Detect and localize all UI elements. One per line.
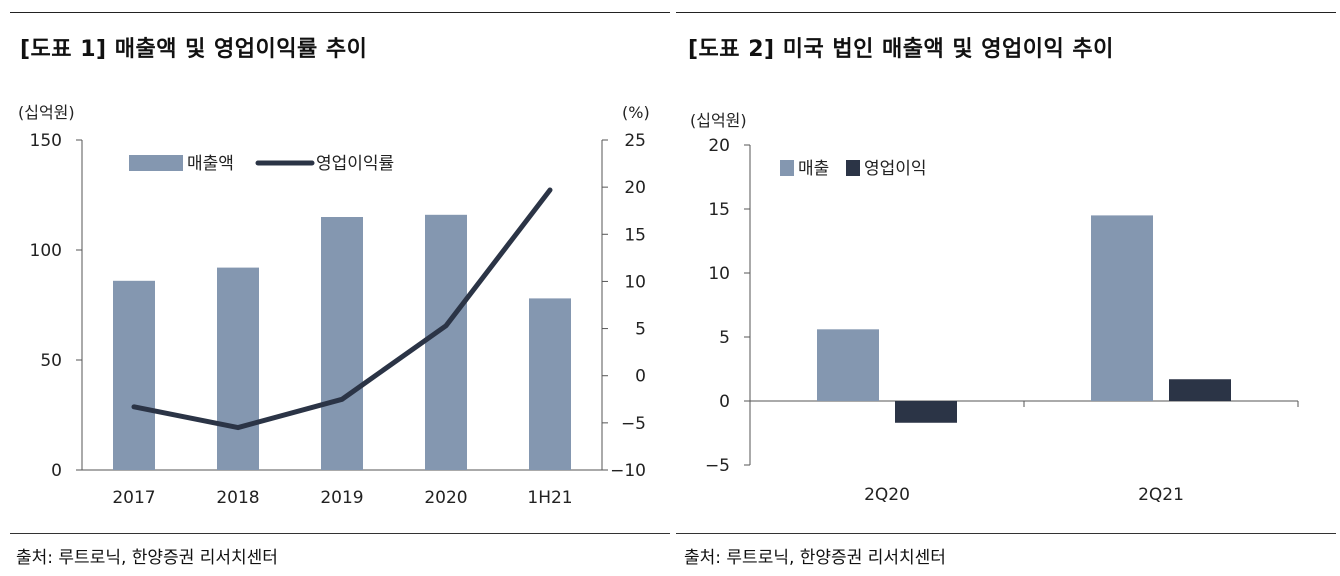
chart1-right-tick-label: 10: [624, 272, 646, 292]
chart1-right-unit: (%): [622, 103, 650, 122]
chart1-right-tick-label: 0: [635, 367, 646, 387]
chart1-right-tick-label: 5: [635, 320, 646, 340]
chart2-legend-swatch-operating-profit: [846, 160, 860, 176]
chart2-legend-label-operating-profit: 영업이익: [864, 159, 927, 179]
chart1-left-tick-label: 150: [30, 131, 62, 151]
chart1-right-tick-label: −10: [610, 461, 646, 481]
chart1-right-tick-label: −5: [621, 414, 646, 434]
chart1-right-tick-label: 15: [624, 225, 646, 245]
chart1-left-tick-label: 100: [30, 241, 62, 261]
chart2-legend-label-revenue: 매출: [798, 159, 829, 179]
chart2-bar-revenue: [1091, 215, 1153, 401]
chart2-y-tick-label: 20: [708, 136, 730, 156]
chart2-bar-operating-profit: [1169, 379, 1231, 401]
chart1-x-tick-label: 2020: [424, 488, 467, 508]
chart2-bar-operating-profit: [895, 401, 957, 423]
chart1-bar-revenue: [217, 267, 259, 470]
chart1-legend-label-margin: 영업이익률: [316, 154, 394, 174]
chart1-x-tick-label: 2019: [320, 488, 363, 508]
chart2-x-tick-label: 2Q21: [1138, 485, 1184, 505]
chart1-x-tick-label: 2018: [216, 488, 259, 508]
chart1-left-tick-label: 0: [51, 461, 62, 481]
chart1-legend-label-revenue: 매출액: [187, 154, 234, 174]
chart2-source: 출처: 루트로닉, 한양증권 리서치센터: [684, 548, 946, 568]
chart1-title: [도표 1] 매출액 및 영업이익률 추이: [20, 37, 368, 62]
chart1-bar-revenue: [321, 217, 363, 470]
chart1-x-tick-label: 2017: [112, 488, 155, 508]
chart2-x-tick-label: 2Q20: [864, 485, 910, 505]
chart1-legend-swatch-revenue: [129, 155, 183, 171]
chart1-line-margin: [131, 187, 553, 431]
bottom-rule-right: [676, 533, 1336, 534]
top-rule-right: [676, 12, 1336, 13]
bottom-rule-left: [10, 533, 670, 534]
chart1-left-tick-label: 50: [40, 351, 62, 371]
chart1-source: 출처: 루트로닉, 한양증권 리서치센터: [16, 548, 278, 568]
chart2-y-tick-label: 0: [719, 392, 730, 412]
chart2-y-unit: (십억원): [690, 111, 747, 130]
chart2-y-tick-label: −5: [705, 456, 730, 476]
chart1-right-tick-label: 25: [624, 131, 646, 151]
chart2-y-tick-label: 10: [708, 264, 730, 284]
chart2-y-tick-label: 5: [719, 328, 730, 348]
top-rule-left: [10, 12, 670, 13]
chart1-bar-revenue: [529, 298, 571, 470]
chart2-title: [도표 2] 미국 법인 매출액 및 영업이익 추이: [688, 37, 1114, 62]
chart1-bar-revenue: [113, 280, 155, 470]
chart2-legend-swatch-revenue: [780, 160, 794, 176]
chart1-left-unit: (십억원): [18, 103, 75, 122]
chart2-y-tick-label: 15: [708, 200, 730, 220]
chart1-bar-revenue: [425, 214, 467, 470]
chart2-bar-revenue: [817, 329, 879, 401]
chart1-x-tick-label: 1H21: [527, 488, 572, 508]
chart1-right-tick-label: 20: [624, 178, 646, 198]
